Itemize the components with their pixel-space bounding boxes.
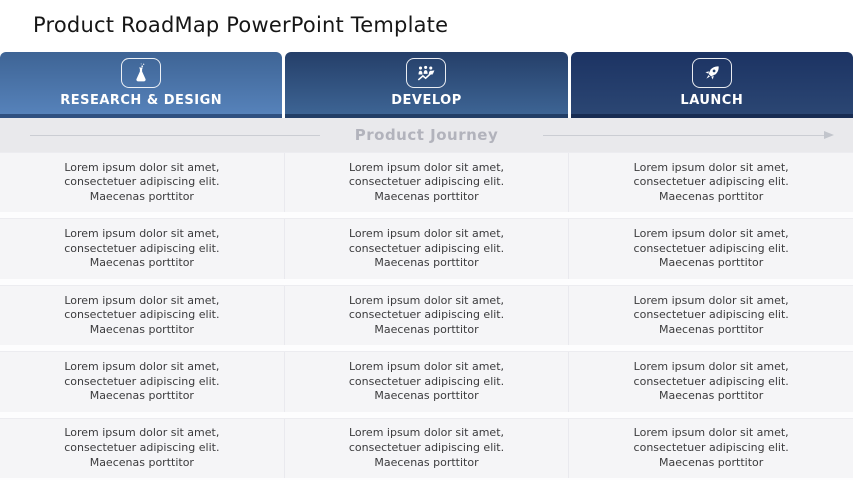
cell-text-line: Lorem ipsum dolor sit amet,	[348, 359, 505, 373]
table-cell[interactable]: Lorem ipsum dolor sit amet, consectetuer …	[0, 352, 285, 412]
rocket-icon	[691, 58, 732, 88]
cell-text-line: consectetuer adipiscing elit.	[348, 374, 505, 388]
slide-title[interactable]: Product RoadMap PowerPoint Template	[33, 13, 449, 37]
cell-text-line: Lorem ipsum dolor sit amet,	[633, 426, 789, 440]
cell-text-line: Lorem ipsum dolor sit amet,	[348, 293, 505, 307]
table-cell[interactable]: Lorem ipsum dolor sit amet, consectetuer …	[0, 153, 285, 213]
cell-text-line: consectetuer adipiscing elit.	[348, 241, 505, 255]
table-cell[interactable]: Lorem ipsum dolor sit amet, consectetuer …	[285, 352, 570, 412]
cell-text-line: consectetuer adipiscing elit.	[64, 441, 220, 455]
stage-develop[interactable]: DEVELOP	[285, 52, 568, 118]
table-cell[interactable]: Lorem ipsum dolor sit amet, consectetuer …	[285, 153, 570, 213]
cell-text-line: Maecenas porttitor	[659, 322, 764, 336]
cell-text-line: Maecenas porttitor	[374, 190, 479, 204]
cell-text-line: Maecenas porttitor	[374, 256, 479, 270]
cell-text-line: consectetuer adipiscing elit.	[348, 441, 505, 455]
table-row: Lorem ipsum dolor sit amet, consectetuer …	[0, 284, 853, 352]
stage-launch[interactable]: LAUNCH	[570, 52, 853, 118]
journey-arrow-icon	[824, 131, 834, 139]
cell-text-line: Lorem ipsum dolor sit amet,	[64, 359, 220, 373]
cell-text-line: Lorem ipsum dolor sit amet,	[348, 160, 505, 174]
team-growth-icon	[406, 58, 447, 88]
journey-label: Product Journey	[354, 126, 499, 144]
cell-text-line: Maecenas porttitor	[89, 322, 194, 336]
cell-text-line: Lorem ipsum dolor sit amet,	[64, 426, 220, 440]
journey-line-left	[30, 135, 320, 136]
cell-text-line: consectetuer adipiscing elit.	[633, 374, 789, 388]
table-cell[interactable]: Lorem ipsum dolor sit amet, consectetuer …	[285, 418, 570, 479]
journey-table: Lorem ipsum dolor sit amet, consectetuer …	[0, 152, 853, 480]
cell-text-line: Maecenas porttitor	[374, 389, 479, 403]
table-cell[interactable]: Lorem ipsum dolor sit amet, consectetuer …	[0, 219, 285, 279]
cell-text-line: Maecenas porttitor	[89, 190, 194, 204]
journey-line-right	[543, 135, 825, 136]
table-cell[interactable]: Lorem ipsum dolor sit amet, consectetuer …	[569, 286, 853, 345]
cell-text-line: Maecenas porttitor	[659, 190, 764, 204]
cell-text-line: Lorem ipsum dolor sit amet,	[64, 227, 220, 241]
cell-text-line: Lorem ipsum dolor sit amet,	[64, 160, 220, 174]
cell-text-line: Lorem ipsum dolor sit amet,	[348, 227, 505, 241]
table-row: Lorem ipsum dolor sit amet, consectetuer …	[0, 218, 853, 285]
cell-text-line: Maecenas porttitor	[659, 256, 764, 270]
cell-text-line: consectetuer adipiscing elit.	[633, 241, 789, 255]
cell-text-line: consectetuer adipiscing elit.	[64, 374, 220, 388]
table-row: Lorem ipsum dolor sit amet, consectetuer …	[0, 351, 853, 418]
cell-text-line: Lorem ipsum dolor sit amet,	[633, 160, 789, 174]
cell-text-line: Lorem ipsum dolor sit amet,	[633, 227, 789, 241]
table-row: Lorem ipsum dolor sit amet, consectetuer …	[0, 152, 853, 219]
cell-text-line: Maecenas porttitor	[89, 389, 194, 403]
table-cell[interactable]: Lorem ipsum dolor sit amet, consectetuer …	[0, 418, 285, 479]
cell-text-line: Lorem ipsum dolor sit amet,	[64, 293, 220, 307]
table-cell[interactable]: Lorem ipsum dolor sit amet, consectetuer …	[285, 219, 570, 279]
table-cell[interactable]: Lorem ipsum dolor sit amet, consectetuer …	[569, 352, 853, 411]
cell-text-line: Maecenas porttitor	[89, 455, 194, 469]
cell-text-line: Lorem ipsum dolor sit amet,	[348, 426, 505, 440]
stage-label: DEVELOP	[391, 93, 462, 108]
cell-text-line: consectetuer adipiscing elit.	[348, 175, 505, 189]
cell-text-line: Maecenas porttitor	[89, 256, 194, 270]
cell-text-line: Maecenas porttitor	[659, 455, 764, 469]
table-cell[interactable]: Lorem ipsum dolor sit amet, consectetuer …	[0, 285, 285, 346]
table-cell[interactable]: Lorem ipsum dolor sit amet, consectetuer …	[569, 419, 853, 478]
table-row: Lorem ipsum dolor sit amet, consectetuer …	[0, 417, 853, 480]
table-cell[interactable]: Lorem ipsum dolor sit amet, consectetuer …	[569, 153, 853, 212]
table-cell[interactable]: Lorem ipsum dolor sit amet, consectetuer …	[285, 285, 570, 346]
product-journey-bar: Product Journey	[0, 118, 853, 152]
stage-header-band: RESEARCH & DESIGN DEVELOP	[0, 52, 853, 118]
stage-label: LAUNCH	[680, 93, 744, 108]
cell-text-line: consectetuer adipiscing elit.	[64, 175, 220, 189]
cell-text-line: Maecenas porttitor	[374, 455, 479, 469]
cell-text-line: Lorem ipsum dolor sit amet,	[633, 359, 789, 373]
table-cell[interactable]: Lorem ipsum dolor sit amet, consectetuer …	[569, 219, 853, 278]
cell-text-line: consectetuer adipiscing elit.	[348, 308, 505, 322]
flask-icon	[121, 58, 162, 88]
cell-text-line: Maecenas porttitor	[659, 389, 764, 403]
stage-label: RESEARCH & DESIGN	[60, 93, 223, 108]
cell-text-line: consectetuer adipiscing elit.	[633, 441, 789, 455]
cell-text-line: Maecenas porttitor	[374, 322, 479, 336]
cell-text-line: consectetuer adipiscing elit.	[633, 308, 789, 322]
cell-text-line: consectetuer adipiscing elit.	[633, 175, 789, 189]
cell-text-line: Lorem ipsum dolor sit amet,	[633, 293, 789, 307]
cell-text-line: consectetuer adipiscing elit.	[64, 308, 220, 322]
stage-research-design[interactable]: RESEARCH & DESIGN	[0, 52, 283, 118]
cell-text-line: consectetuer adipiscing elit.	[64, 241, 220, 255]
